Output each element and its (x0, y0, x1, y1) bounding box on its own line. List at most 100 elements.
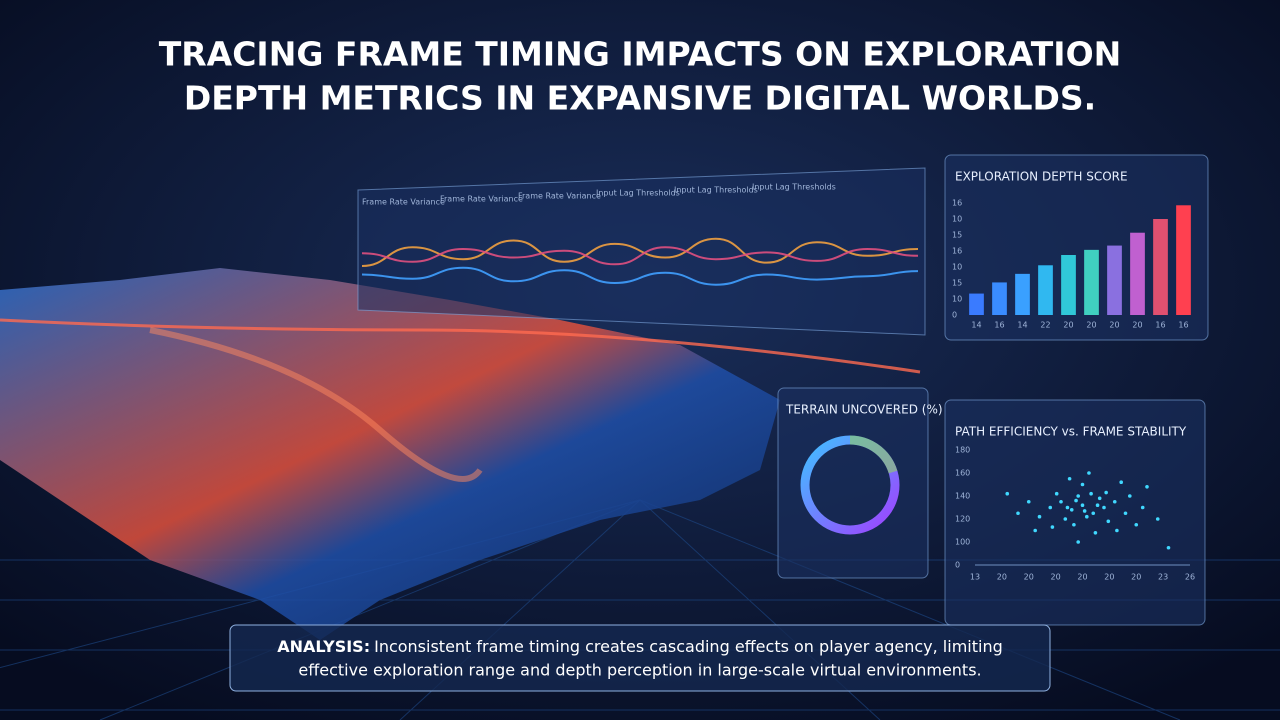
scatter-point (1123, 511, 1128, 516)
wave-line (361, 266, 919, 286)
wave-line (361, 246, 919, 266)
x-tick-label: 22 (1040, 321, 1050, 330)
y-tick-label: 0 (955, 561, 960, 570)
scatter-point (1074, 498, 1078, 503)
scatter-point (1048, 505, 1053, 510)
y-tick-label: 10 (952, 215, 962, 224)
y-tick-label: 140 (955, 492, 970, 501)
scatter-point (1134, 522, 1139, 527)
bar (1061, 255, 1076, 315)
bar (1153, 219, 1168, 315)
scatter-point (1037, 514, 1042, 519)
scatter-point (1080, 482, 1085, 487)
scatter-point (1026, 499, 1031, 504)
scatter-point (1140, 505, 1145, 510)
panel-title: TERRAIN UNCOVERED (%) (785, 403, 943, 417)
title: TRACING FRAME TIMING IMPACTS ON EXPLORAT… (159, 35, 1122, 74)
analysis-text: ANALYSIS: Inconsistent frame timing creat… (277, 637, 1002, 656)
scatter-point (1089, 491, 1093, 496)
title: DEPTH METRICS IN EXPANSIVE DIGITAL WORLD… (184, 79, 1096, 118)
x-tick-label: 20 (1132, 321, 1142, 330)
glow-line (0, 318, 921, 374)
x-tick-label: 14 (1017, 321, 1027, 330)
y-tick-label: 180 (955, 446, 970, 455)
series-label: Input Lag Thresholds (596, 189, 680, 198)
scatter-point (1072, 522, 1076, 527)
x-tick-label: 20 (1051, 573, 1061, 582)
x-tick-label: 20 (1063, 321, 1073, 330)
y-tick-label: 160 (955, 469, 970, 478)
x-tick-label: 20 (1104, 573, 1114, 582)
bar (992, 282, 1007, 315)
scatter-point (1016, 511, 1020, 516)
scatter-point (1166, 545, 1171, 550)
analysis-line: effective exploration range and depth pe… (298, 661, 981, 680)
scatter-point (1087, 471, 1091, 475)
wave-line (361, 237, 919, 267)
bar (1084, 249, 1099, 315)
scatter-point (1065, 505, 1070, 510)
analysis-box (229, 624, 1051, 692)
x-tick-label: 20 (1131, 573, 1141, 582)
panel-title: PATH EFFICIENCY vs. FRAME STABILITY (955, 425, 1187, 439)
scatter-point (1112, 499, 1117, 504)
y-tick-label: 10 (952, 263, 962, 272)
scatter-point (1104, 490, 1108, 495)
scatter-point (1145, 485, 1149, 489)
y-tick-label: 15 (952, 279, 962, 288)
y-tick-label: 120 (955, 515, 970, 524)
panel-title: EXPLORATION DEPTH SCORE (955, 170, 1128, 184)
analysis-line: Inconsistent frame timing creates cascad… (374, 637, 1003, 656)
scatter-point (1085, 514, 1089, 519)
y-tick-label: 10 (952, 295, 962, 304)
scatter-point (1033, 528, 1037, 533)
y-tick-label: 100 (955, 538, 970, 547)
x-tick-label: 20 (1024, 573, 1034, 582)
scatter-point (1005, 491, 1010, 496)
x-tick-label: 16 (994, 321, 1004, 330)
y-tick-label: 15 (952, 231, 962, 240)
terrain (0, 268, 780, 640)
bar (1015, 273, 1030, 315)
x-tick-label: 23 (1158, 573, 1168, 582)
bar (1176, 205, 1191, 315)
scatter-panel (944, 399, 1206, 626)
series-label: Input Lag Thresholds (674, 186, 758, 195)
scatter-point (1095, 503, 1100, 508)
scatter-point (1076, 494, 1080, 498)
scatter-point (1093, 531, 1098, 535)
y-tick-label: 16 (952, 199, 962, 208)
bar (1130, 232, 1145, 315)
scatter-point (1054, 491, 1059, 496)
x-tick-label: 20 (1086, 321, 1096, 330)
scatter-point (1128, 494, 1132, 498)
scatter-point (1063, 517, 1068, 521)
y-tick-label: 0 (952, 311, 957, 320)
y-tick-label: 16 (952, 247, 962, 256)
scatter-point (1115, 528, 1119, 533)
scatter-point (1155, 517, 1160, 521)
lava-flow (149, 327, 483, 482)
x-tick-label: 20 (1077, 573, 1087, 582)
scatter-point (1119, 480, 1123, 485)
scatter-point (1050, 525, 1055, 529)
series-label: Frame Rate Variance (518, 192, 601, 201)
scatter-point (1097, 496, 1102, 501)
x-tick-label: 20 (997, 573, 1007, 582)
analysis-label: ANALYSIS: (277, 637, 370, 656)
series-label: Input Lag Thresholds (752, 183, 836, 192)
donut-panel (777, 387, 929, 579)
x-tick-label: 26 (1185, 573, 1195, 582)
series-label: Frame Rate Variance (362, 198, 445, 207)
scatter-point (1059, 499, 1063, 504)
donut-segment (849, 435, 898, 474)
scatter-point (1080, 503, 1085, 508)
x-tick-label: 16 (1155, 321, 1165, 330)
x-tick-label: 20 (1109, 321, 1119, 330)
x-tick-label: 14 (971, 321, 981, 330)
scatter-point (1076, 540, 1080, 544)
scatter-point (1067, 476, 1072, 481)
x-tick-label: 13 (970, 573, 980, 582)
scatter-point (1091, 511, 1096, 516)
